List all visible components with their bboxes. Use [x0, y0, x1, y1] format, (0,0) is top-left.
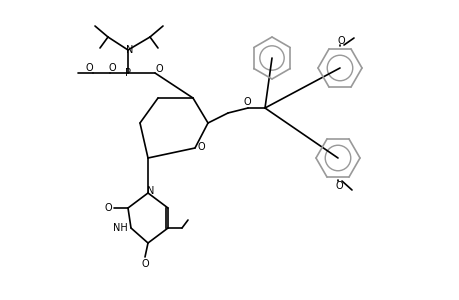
Text: O: O: [243, 97, 250, 107]
Text: O: O: [155, 64, 162, 74]
Text: N: N: [126, 45, 134, 55]
Text: O: O: [108, 63, 116, 73]
Text: O: O: [104, 203, 112, 213]
Text: O: O: [197, 142, 204, 152]
Text: P: P: [125, 68, 131, 78]
Text: NH: NH: [113, 223, 128, 233]
Text: O: O: [141, 259, 149, 269]
Text: O: O: [336, 36, 344, 46]
Text: O: O: [85, 63, 93, 73]
Text: O: O: [335, 181, 342, 191]
Text: N: N: [147, 186, 154, 196]
